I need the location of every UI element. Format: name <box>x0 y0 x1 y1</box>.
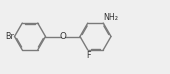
Text: F: F <box>86 51 90 60</box>
Text: Br: Br <box>5 32 14 41</box>
Text: NH₂: NH₂ <box>104 13 119 22</box>
Text: O: O <box>59 32 66 41</box>
